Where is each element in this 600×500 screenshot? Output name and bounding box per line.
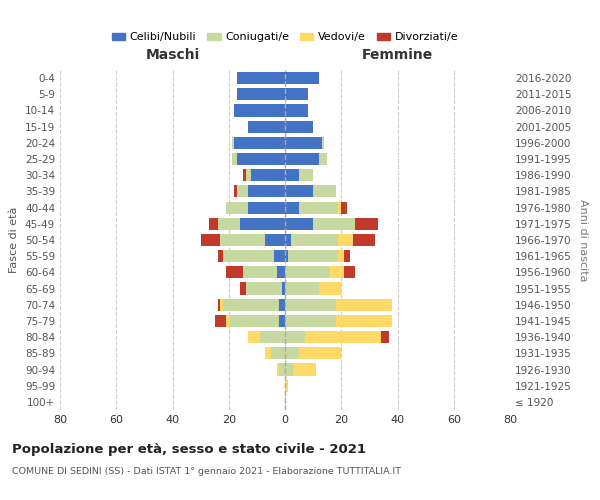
Bar [285, 137, 322, 149]
Bar [240, 282, 245, 294]
Bar [260, 331, 285, 343]
Bar [243, 266, 277, 278]
Bar [285, 169, 299, 181]
Bar [285, 72, 319, 84]
Bar [223, 250, 274, 262]
Bar [235, 104, 285, 117]
Bar [313, 218, 355, 230]
Bar [285, 234, 290, 246]
Bar [280, 364, 285, 376]
Bar [319, 282, 341, 294]
Bar [245, 282, 282, 294]
Bar [232, 137, 235, 149]
Bar [248, 120, 285, 132]
Bar [299, 169, 313, 181]
Bar [218, 218, 240, 230]
Bar [200, 234, 220, 246]
Bar [338, 250, 344, 262]
Bar [218, 298, 220, 311]
Bar [285, 186, 313, 198]
Bar [341, 202, 347, 213]
Text: Popolazione per età, sesso e stato civile - 2021: Popolazione per età, sesso e stato civil… [12, 442, 366, 456]
Y-axis label: Anni di nascita: Anni di nascita [578, 198, 588, 281]
Bar [319, 153, 327, 165]
Y-axis label: Fasce di età: Fasce di età [10, 207, 19, 273]
Bar [293, 364, 316, 376]
Bar [265, 234, 285, 246]
Bar [285, 380, 288, 392]
Bar [226, 266, 243, 278]
Bar [285, 266, 330, 278]
Bar [285, 202, 299, 213]
Bar [285, 348, 299, 360]
Bar [313, 186, 335, 198]
Bar [223, 298, 280, 311]
Bar [280, 298, 285, 311]
Bar [285, 282, 319, 294]
Bar [380, 331, 389, 343]
Bar [299, 348, 341, 360]
Bar [218, 250, 223, 262]
Bar [285, 88, 308, 101]
Bar [226, 202, 248, 213]
Bar [285, 104, 308, 117]
Bar [282, 282, 285, 294]
Bar [285, 250, 288, 262]
Bar [335, 315, 392, 327]
Bar [209, 218, 218, 230]
Bar [285, 364, 293, 376]
Bar [285, 153, 319, 165]
Bar [344, 250, 350, 262]
Bar [305, 331, 380, 343]
Bar [215, 315, 226, 327]
Bar [235, 186, 237, 198]
Bar [226, 315, 229, 327]
Text: Femmine: Femmine [362, 48, 433, 62]
Bar [240, 218, 285, 230]
Bar [335, 298, 392, 311]
Bar [338, 202, 341, 213]
Bar [248, 331, 260, 343]
Bar [330, 266, 344, 278]
Bar [229, 315, 280, 327]
Bar [285, 120, 313, 132]
Bar [280, 315, 285, 327]
Bar [248, 186, 285, 198]
Bar [355, 218, 378, 230]
Bar [290, 234, 338, 246]
Text: COMUNE DI SEDINI (SS) - Dati ISTAT 1° gennaio 2021 - Elaborazione TUTTITALIA.IT: COMUNE DI SEDINI (SS) - Dati ISTAT 1° ge… [12, 468, 401, 476]
Bar [285, 331, 305, 343]
Bar [237, 186, 248, 198]
Bar [285, 218, 313, 230]
Bar [353, 234, 375, 246]
Bar [243, 169, 245, 181]
Bar [322, 137, 325, 149]
Bar [285, 315, 335, 327]
Bar [277, 266, 285, 278]
Bar [251, 169, 285, 181]
Bar [237, 153, 285, 165]
Bar [288, 250, 338, 262]
Bar [265, 348, 271, 360]
Bar [338, 234, 353, 246]
Legend: Celibi/Nubili, Coniugati/e, Vedovi/e, Divorziati/e: Celibi/Nubili, Coniugati/e, Vedovi/e, Di… [107, 28, 463, 47]
Bar [248, 202, 285, 213]
Bar [277, 364, 280, 376]
Bar [271, 348, 285, 360]
Text: Maschi: Maschi [145, 48, 200, 62]
Bar [299, 202, 338, 213]
Bar [237, 88, 285, 101]
Bar [245, 169, 251, 181]
Bar [232, 153, 237, 165]
Bar [344, 266, 355, 278]
Bar [237, 72, 285, 84]
Bar [220, 234, 265, 246]
Bar [274, 250, 285, 262]
Bar [235, 137, 285, 149]
Bar [285, 298, 335, 311]
Bar [220, 298, 223, 311]
